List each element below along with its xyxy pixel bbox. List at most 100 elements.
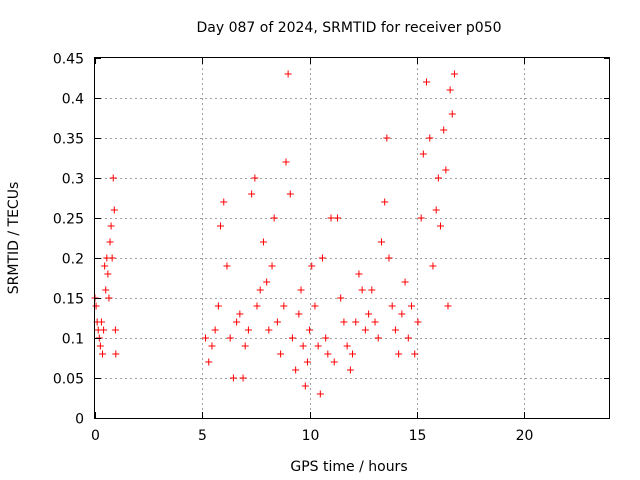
- data-point: [429, 262, 437, 270]
- data-point: [244, 326, 252, 334]
- data-point: [340, 318, 348, 326]
- data-point: [111, 326, 119, 334]
- data-point: [106, 238, 114, 246]
- data-point: [368, 286, 376, 294]
- data-point: [96, 342, 104, 350]
- data-point: [251, 174, 259, 182]
- data-point: [385, 254, 393, 262]
- data-point: [256, 286, 264, 294]
- data-point: [411, 350, 419, 358]
- data-point: [297, 286, 305, 294]
- data-point: [408, 302, 416, 310]
- data-point: [306, 326, 314, 334]
- data-point: [358, 286, 366, 294]
- data-point: [301, 382, 309, 390]
- data-point: [417, 214, 425, 222]
- data-point: [349, 350, 356, 358]
- chart-title: Day 087 of 2024, SRMTID for receiver p05…: [196, 20, 501, 36]
- data-point: [273, 318, 281, 326]
- data-point: [377, 238, 385, 246]
- data-point: [292, 366, 300, 374]
- data-point: [97, 318, 105, 326]
- data-point: [330, 358, 338, 366]
- data-point: [241, 342, 249, 350]
- data-point: [280, 302, 288, 310]
- data-point: [226, 334, 234, 342]
- x-tick-label: 5: [198, 428, 207, 444]
- data-point: [436, 222, 444, 230]
- x-tick-label: 0: [91, 428, 100, 444]
- data-point: [214, 302, 222, 310]
- data-point: [423, 78, 431, 86]
- data-point: [311, 302, 319, 310]
- data-point: [105, 294, 113, 302]
- data-point: [277, 350, 285, 358]
- data-point: [442, 166, 450, 174]
- data-point: [448, 110, 456, 118]
- x-axis-label: GPS time / hours: [290, 459, 407, 475]
- data-point: [395, 350, 403, 358]
- data-point: [211, 326, 219, 334]
- data-point: [343, 342, 351, 350]
- x-tick-label: 10: [302, 428, 320, 444]
- data-point: [263, 278, 271, 286]
- y-tick-label: 0.15: [53, 292, 84, 308]
- axis-ticks: 0 5 10 15 20 0 0.05 0.1 0.15 0.2 0.25 0.3 0.35 0.4 0.4…: [53, 52, 610, 444]
- data-point: [352, 318, 360, 326]
- data-point: [220, 198, 228, 206]
- data-point: [270, 214, 278, 222]
- data-point: [346, 366, 354, 374]
- data-point: [99, 350, 107, 358]
- data-point: [316, 390, 324, 398]
- data-point: [383, 134, 391, 142]
- y-tick-label: 0.2: [62, 252, 84, 268]
- data-point: [444, 302, 452, 310]
- data-point: [333, 214, 341, 222]
- data-point: [324, 350, 332, 358]
- data-point: [355, 270, 363, 278]
- y-tick-label: 0.05: [53, 372, 84, 388]
- y-tick-label: 0.4: [62, 92, 84, 108]
- plot-frame: [94, 57, 610, 419]
- data-point: [208, 342, 216, 350]
- x-tick-label: 20: [516, 428, 534, 444]
- x-tick-label: 15: [409, 428, 427, 444]
- data-points: [91, 70, 458, 398]
- data-point: [101, 262, 109, 270]
- data-point: [374, 334, 382, 342]
- y-tick-label: 0.25: [53, 212, 84, 228]
- grid-layer: [95, 58, 610, 418]
- data-point: [223, 262, 231, 270]
- data-point: [239, 374, 247, 382]
- data-point: [361, 326, 369, 334]
- y-tick-label: 0: [75, 412, 84, 428]
- data-point: [308, 262, 316, 270]
- y-tick-label: 0.1: [62, 332, 84, 348]
- data-point: [434, 174, 442, 182]
- data-point: [202, 334, 210, 342]
- data-point: [314, 342, 322, 350]
- data-point: [92, 302, 100, 310]
- data-point: [108, 254, 116, 262]
- data-point: [282, 158, 290, 166]
- data-point: [432, 206, 440, 214]
- data-point: [205, 358, 213, 366]
- y-tick-label: 0.3: [62, 172, 84, 188]
- data-point: [286, 190, 294, 198]
- data-point: [391, 326, 399, 334]
- data-point: [419, 150, 427, 158]
- data-point: [398, 310, 406, 318]
- data-point: [265, 326, 273, 334]
- data-point: [337, 294, 345, 302]
- data-point: [440, 126, 448, 134]
- data-point: [327, 214, 335, 222]
- data-point: [112, 350, 120, 358]
- data-point: [381, 198, 389, 206]
- data-point: [450, 70, 458, 78]
- data-point: [288, 334, 296, 342]
- data-point: [401, 278, 409, 286]
- data-point: [100, 326, 108, 334]
- y-tick-label: 0.45: [53, 52, 84, 68]
